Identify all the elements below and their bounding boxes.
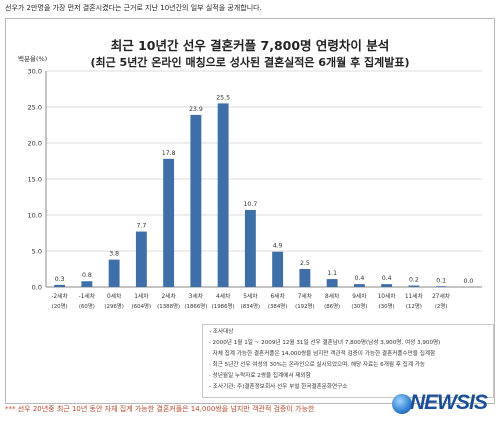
data-label: 3.8: [109, 251, 119, 258]
bar: [108, 259, 120, 287]
x-tick-label: 27세차: [432, 292, 451, 300]
x-tick-sublabel: (30명): [379, 303, 395, 310]
header-caption: 선우가 2만명을 가장 먼저 결혼시켰다는 근거로 지난 10년간의 일부 실적…: [5, 4, 262, 12]
data-label: 10.7: [243, 201, 257, 208]
data-label: 7.7: [136, 223, 146, 230]
x-tick-sublabel: (30명): [351, 303, 367, 310]
survey-note-line: · 자체 집계 가능한 결혼커플은 14,000쌍을 넘지만 객관적 검증이 가…: [209, 351, 436, 357]
bar: [54, 284, 66, 287]
newsis-logo: NEWSIS: [388, 388, 498, 420]
x-tick-sublabel: (2명): [435, 303, 448, 310]
data-label: 4.9: [273, 243, 283, 250]
bar: [408, 285, 420, 287]
bar: [435, 286, 447, 287]
x-tick-label: 0세차: [107, 292, 122, 300]
data-label: 25.5: [216, 94, 230, 101]
x-tick-sublabel: (384명): [268, 303, 287, 310]
data-label: 0.3: [55, 276, 65, 283]
y-tick-label: 25.0: [28, 104, 42, 112]
bar: [353, 284, 365, 287]
bar: [244, 209, 256, 287]
y-tick-label: 20.0: [28, 140, 42, 148]
data-label: 23.9: [189, 106, 203, 113]
x-tick-sublabel: (296명): [104, 303, 123, 310]
chart-subtitle: (최근 5년간 온라인 매칭으로 성사된 결혼실적은 6개월 후 집계발표): [90, 56, 410, 69]
bar: [81, 281, 93, 287]
x-tick-label: 2세차: [161, 292, 176, 300]
bar-chart: 백분율(%) 0.0 5.0 10.0 15.0 20.0 25.0 30.0 0.3 -2세차 (…: [18, 54, 482, 310]
x-tick-sublabel: (1866명): [184, 303, 207, 310]
y-axis-label: 백분율(%): [18, 54, 47, 63]
bar: [135, 231, 147, 287]
x-tick-label: 3세차: [189, 292, 204, 300]
y-tick-label: 30.0: [28, 68, 42, 76]
bar: [326, 279, 338, 287]
data-label: 17.8: [162, 150, 176, 157]
chart-panel: 최근 10년간 선우 결혼커플 7,800명 연령차이 분석 (최근 5년간 온…: [5, 18, 495, 404]
x-tick-label: -1세차: [79, 292, 96, 300]
x-tick-label: -2세차: [51, 292, 68, 300]
survey-note-line: - 조사대상: [209, 329, 234, 335]
x-tick-label: 5세차: [243, 292, 258, 300]
x-tick-sublabel: (86명): [324, 303, 340, 310]
survey-notes-box: - 조사대상 · 2000년 1월 1일 ~ 2009년 12월 31일 선우 결…: [202, 324, 494, 398]
x-tick-sublabel: (192명): [295, 303, 314, 310]
chart-title: 최근 10년간 선우 결혼커플 7,800명 연령차이 분석: [110, 38, 390, 53]
x-tick-label: 4세차: [216, 292, 231, 300]
x-tick-sublabel: (20명): [52, 303, 68, 310]
bar: [163, 158, 175, 287]
y-tick-label: 0.0: [32, 284, 42, 292]
logo-text: NEWSIS: [410, 391, 488, 414]
x-tick-sublabel: (12명): [406, 303, 422, 310]
x-tick-label: 7세차: [298, 292, 313, 300]
x-tick-sublabel: (834명): [241, 303, 260, 310]
x-tick-label: 1세차: [134, 292, 149, 300]
data-label: 0.4: [382, 275, 392, 282]
data-label: 0.1: [436, 277, 446, 284]
data-label: 2.5: [300, 260, 310, 267]
survey-note-line: - 조사기관: 주)결혼정보회사 선우 부설 한국결혼문화연구소: [209, 384, 348, 390]
data-label: 0.4: [354, 275, 364, 282]
y-tick-label: 15.0: [28, 176, 42, 184]
x-tick-sublabel: (60명): [79, 303, 95, 310]
survey-note-line: · 성년월일 누락자료 2쌍을 집계에서 제외함: [209, 373, 311, 379]
y-tick-label: 5.0: [32, 248, 42, 256]
bar: [299, 269, 311, 287]
x-tick-sublabel: (1388명): [157, 303, 180, 310]
bar: [381, 284, 393, 287]
x-tick-sublabel: (604명): [132, 303, 151, 310]
bar: [217, 103, 229, 288]
data-label: 0.0: [463, 278, 473, 285]
footer-caption: *** 선우 20년중 최근 10년 동안 자체 집계 가능한 결혼커플은 14…: [5, 405, 315, 413]
x-tick-label: 6세차: [270, 292, 285, 300]
bar: [190, 114, 202, 287]
x-tick-label: 8세차: [325, 292, 340, 300]
x-tick-label: 9세차: [352, 292, 367, 300]
data-label: 1.1: [327, 270, 337, 277]
x-tick-sublabel: (1986명): [212, 303, 235, 310]
survey-note-line: · 최근 5년간 선우 여성의 30%는 온라인으로 실시되었으며, 해당 자료…: [209, 362, 426, 368]
y-tick-label: 10.0: [28, 212, 42, 220]
data-label: 0.8: [82, 272, 92, 279]
data-label: 0.2: [409, 277, 419, 284]
x-tick-label: 11세차: [405, 292, 424, 300]
globe-icon: [392, 394, 412, 414]
bar: [272, 251, 284, 287]
x-tick-label: 10세차: [378, 292, 397, 300]
survey-note-line: · 2000년 1월 1일 ~ 2009년 12월 31일 선우 결혼남녀 7,…: [209, 340, 441, 346]
